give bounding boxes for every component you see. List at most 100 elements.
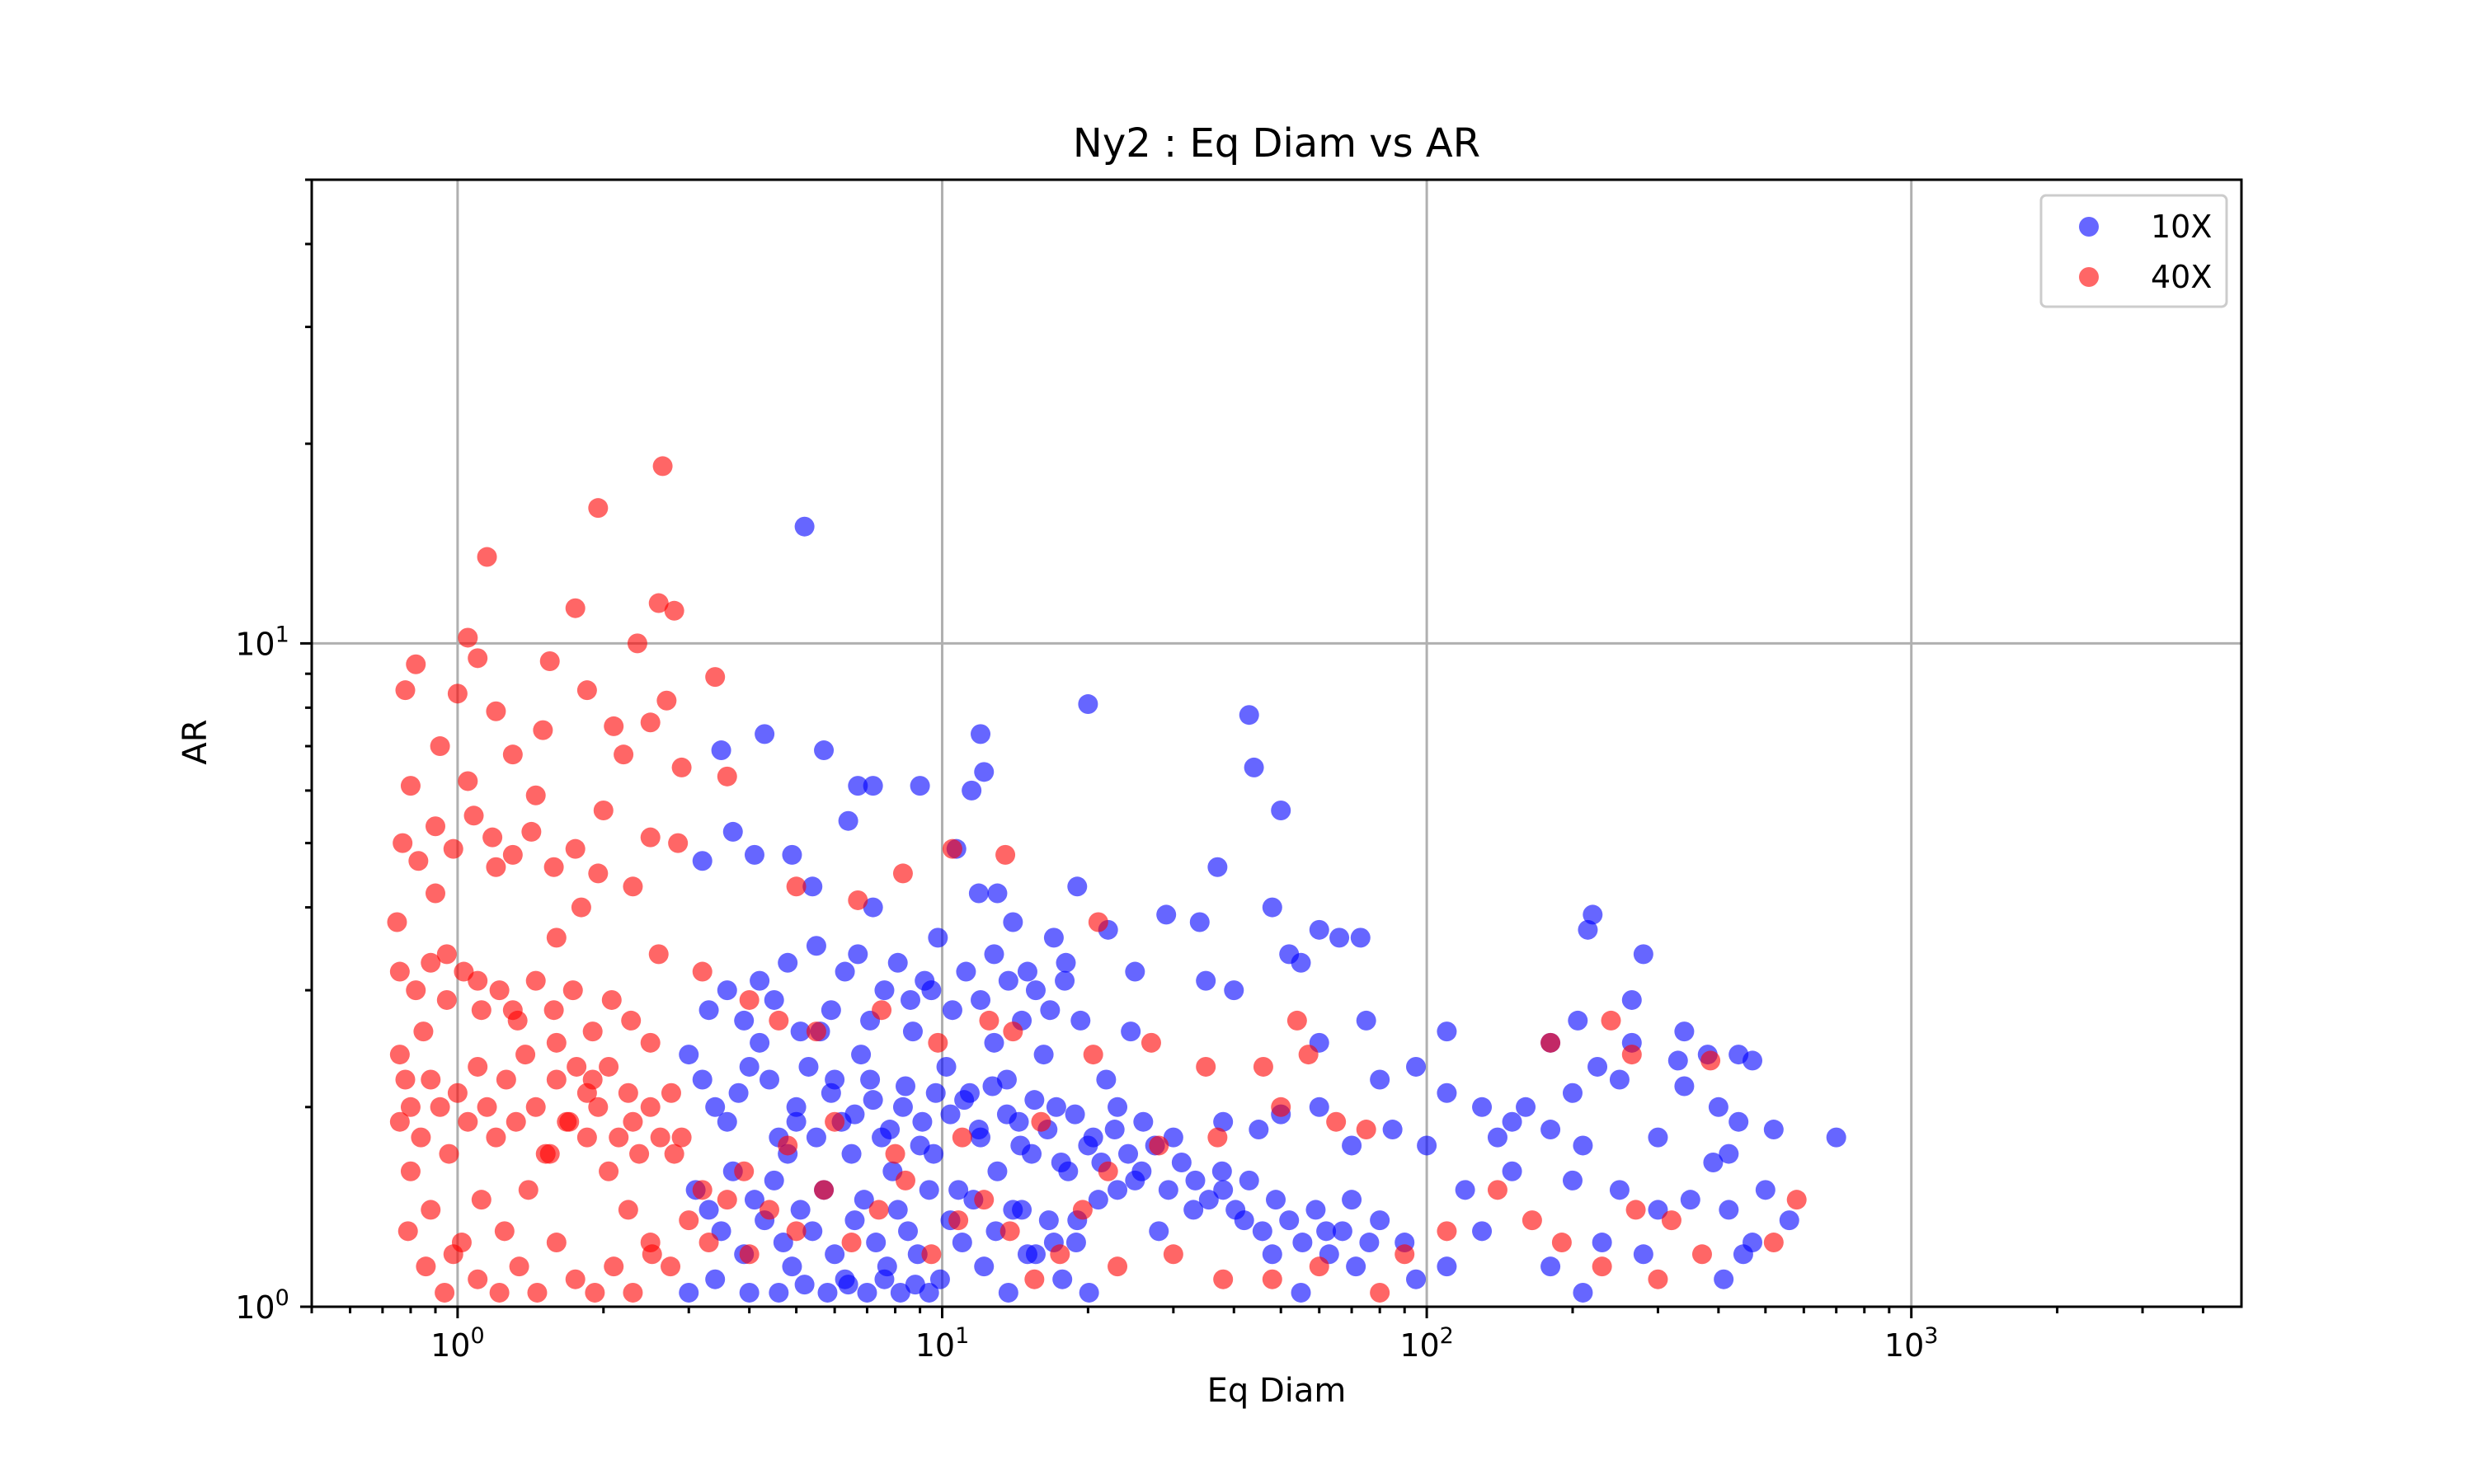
- data-point-10x: [1291, 1282, 1311, 1303]
- data-point-10x: [1587, 1056, 1608, 1077]
- data-point-10x: [1189, 912, 1210, 932]
- data-point-10x: [1648, 1200, 1668, 1220]
- data-point-10x: [1012, 1200, 1032, 1220]
- data-point-10x: [1406, 1269, 1427, 1289]
- data-point-40x: [1213, 1269, 1234, 1289]
- data-point-10x: [728, 1082, 749, 1103]
- data-point-10x: [1025, 1244, 1046, 1265]
- data-point-10x: [848, 776, 868, 796]
- data-point-40x: [565, 838, 586, 859]
- data-point-40x: [698, 1233, 719, 1253]
- data-point-10x: [928, 928, 948, 948]
- data-point-10x: [925, 1082, 946, 1103]
- data-point-10x: [1078, 694, 1098, 715]
- data-point-40x: [1098, 1161, 1118, 1181]
- data-point-10x: [984, 944, 1004, 965]
- data-point-10x: [1562, 1082, 1583, 1103]
- data-point-40x: [1149, 1135, 1169, 1156]
- data-point-40x: [599, 1056, 619, 1077]
- data-point-10x: [1133, 1111, 1154, 1132]
- data-point-40x: [468, 1056, 488, 1077]
- data-point-10x: [1648, 1127, 1668, 1148]
- grid: [312, 180, 2241, 1308]
- data-point-40x: [778, 1135, 798, 1156]
- data-point-10x: [863, 1090, 883, 1111]
- data-point-40x: [640, 1097, 661, 1117]
- data-point-10x: [996, 1104, 1017, 1125]
- data-point-40x: [471, 1190, 492, 1210]
- data-point-40x: [759, 1200, 779, 1220]
- data-point-40x: [734, 1161, 755, 1181]
- data-point-10x: [782, 844, 802, 865]
- data-point-40x: [576, 1082, 597, 1103]
- data-point-10x: [1271, 801, 1291, 821]
- data-point-40x: [650, 1127, 670, 1148]
- data-point-10x: [1370, 1210, 1390, 1231]
- data-point-40x: [395, 1069, 416, 1090]
- data-point-40x: [892, 863, 913, 884]
- data-point-40x: [389, 961, 410, 982]
- data-point-10x: [1078, 1135, 1098, 1156]
- data-point-10x: [910, 1135, 930, 1156]
- data-point-40x: [642, 1244, 662, 1265]
- x-tick-label: 103: [1884, 1323, 1939, 1364]
- data-point-40x: [507, 1010, 528, 1031]
- data-point-40x: [640, 1032, 661, 1053]
- data-point-10x: [844, 1104, 865, 1125]
- data-point-10x: [1437, 1256, 1457, 1277]
- legend-marker: [2079, 217, 2099, 237]
- data-point-10x: [1010, 1135, 1031, 1156]
- data-point-10x: [1406, 1056, 1427, 1077]
- data-point-10x: [948, 1180, 969, 1200]
- data-point-10x: [692, 1069, 713, 1090]
- data-point-10x: [1573, 1282, 1593, 1303]
- data-point-10x: [1350, 928, 1371, 948]
- data-point-40x: [408, 851, 429, 871]
- data-point-40x: [1700, 1050, 1721, 1071]
- x-tick-label: 100: [430, 1323, 485, 1364]
- data-point-10x: [1017, 961, 1037, 982]
- data-point-10x: [1052, 1269, 1073, 1289]
- data-point-10x: [802, 1221, 823, 1242]
- data-point-10x: [1096, 1069, 1117, 1090]
- data-point-10x: [814, 740, 835, 761]
- data-point-40x: [995, 844, 1016, 865]
- data-point-10x: [798, 1056, 819, 1077]
- data-point-10x: [692, 851, 713, 871]
- data-point-10x: [1417, 1135, 1437, 1156]
- data-point-40x: [671, 757, 692, 777]
- data-point-10x: [954, 1090, 975, 1111]
- data-point-40x: [1309, 1256, 1329, 1277]
- x-tick-label-exponent: 2: [1440, 1323, 1454, 1349]
- data-point-10x: [895, 1076, 915, 1097]
- data-point-40x: [739, 1244, 760, 1265]
- data-point-10x: [907, 1244, 928, 1265]
- data-point-10x: [1088, 1190, 1108, 1210]
- data-point-10x: [1067, 876, 1088, 897]
- data-point-10x: [1743, 1050, 1763, 1071]
- data-point-10x: [1667, 1050, 1688, 1071]
- data-point-40x: [496, 1069, 516, 1090]
- data-point-10x: [1211, 1161, 1232, 1181]
- data-point-10x: [952, 1233, 972, 1253]
- data-point-40x: [872, 1000, 892, 1021]
- data-point-40x: [1196, 1056, 1216, 1077]
- x-tick-label-exponent: 0: [470, 1323, 484, 1349]
- data-point-40x: [1691, 1244, 1712, 1265]
- data-point-40x: [400, 1097, 421, 1117]
- data-point-40x: [885, 1144, 905, 1164]
- data-point-40x: [1395, 1244, 1415, 1265]
- data-point-10x: [1609, 1180, 1630, 1200]
- data-point-10x: [1755, 1180, 1776, 1200]
- data-point-10x: [1779, 1210, 1799, 1231]
- data-point-40x: [1072, 1200, 1093, 1220]
- data-point-40x: [895, 1170, 915, 1190]
- data-point-40x: [525, 785, 546, 805]
- data-point-10x: [1163, 1127, 1183, 1148]
- data-point-10x: [1040, 1000, 1061, 1021]
- data-point-10x: [844, 1210, 865, 1231]
- data-point-40x: [656, 690, 677, 711]
- data-point-10x: [1239, 1170, 1259, 1190]
- data-point-40x: [588, 1097, 609, 1117]
- data-point-10x: [982, 1076, 1003, 1097]
